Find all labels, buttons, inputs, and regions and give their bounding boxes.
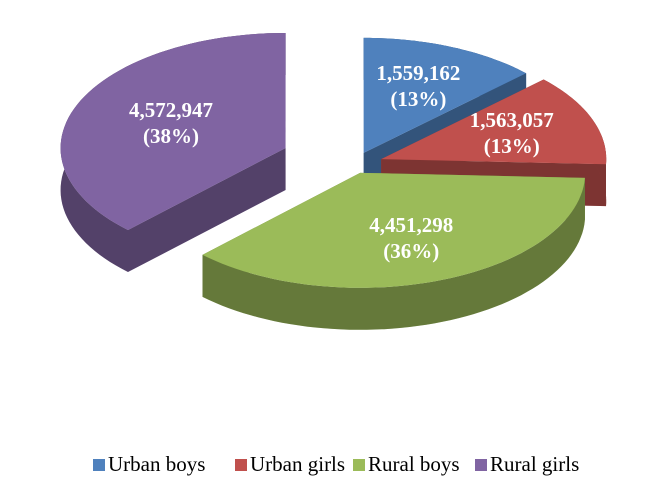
slice xyxy=(381,79,607,165)
percent-label: (13%) xyxy=(390,87,446,111)
data-label: 1,559,162 xyxy=(376,61,460,85)
data-label: 1,563,057 xyxy=(470,108,554,132)
legend-label: Rural girls xyxy=(490,452,579,476)
percent-label: (38%) xyxy=(143,124,199,148)
slice xyxy=(60,33,286,230)
slice-side-shade xyxy=(202,177,585,330)
legend-swatch xyxy=(93,459,105,471)
slice-side xyxy=(202,177,585,330)
legend-label: Rural boys xyxy=(368,452,460,476)
legend-label: Urban girls xyxy=(250,452,345,476)
legend-swatch xyxy=(235,459,247,471)
slice-side-shade xyxy=(127,147,286,273)
percent-label: (13%) xyxy=(484,134,540,158)
legend-swatch xyxy=(475,459,487,471)
legend-swatch xyxy=(353,459,365,471)
slice-group xyxy=(202,172,585,330)
percent-label: (36%) xyxy=(383,239,439,263)
slice-group xyxy=(60,33,286,273)
slice-side xyxy=(127,147,286,273)
slice xyxy=(363,37,527,153)
legend-label: Urban boys xyxy=(108,452,205,476)
data-label: 4,451,298 xyxy=(369,213,453,237)
slice xyxy=(202,172,585,288)
data-label: 4,572,947 xyxy=(129,98,213,122)
